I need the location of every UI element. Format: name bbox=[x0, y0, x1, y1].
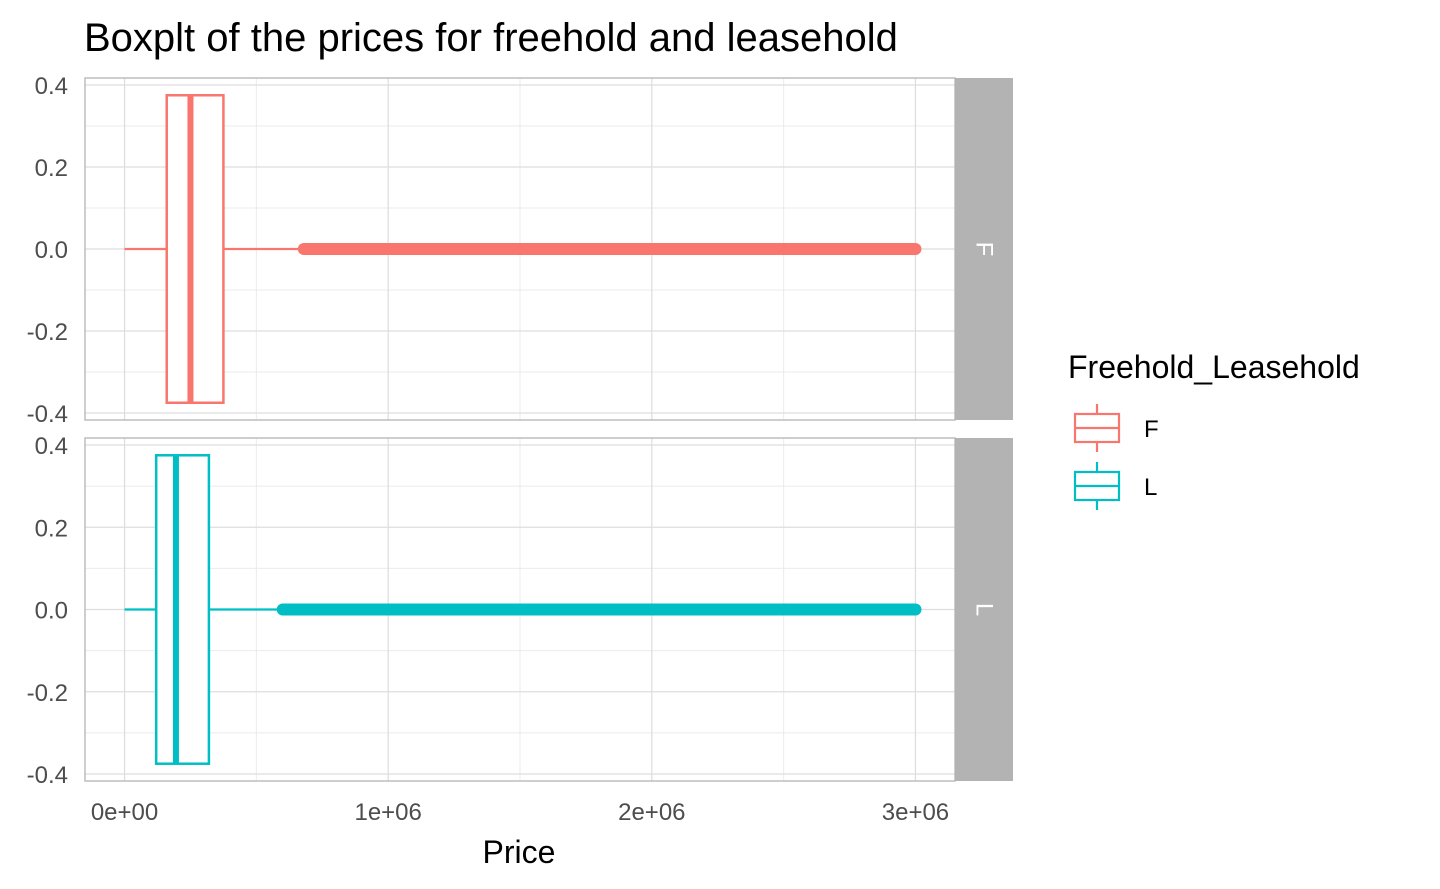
y-tick-label: 0.2 bbox=[35, 155, 68, 182]
box-L bbox=[154, 454, 211, 765]
facet-panel-F: 0.4 0.2 0.0 -0.2 -0.4 F bbox=[27, 73, 1013, 428]
x-tick-label: 2e+06 bbox=[618, 799, 685, 826]
x-tick-label: 3e+06 bbox=[882, 799, 949, 826]
y-tick-label: 0.4 bbox=[35, 73, 68, 100]
box-F bbox=[165, 94, 225, 404]
legend: Freehold_Leasehold F L bbox=[1068, 349, 1360, 510]
y-tick-label: 0.2 bbox=[35, 515, 68, 542]
legend-title: Freehold_Leasehold bbox=[1068, 349, 1360, 385]
x-tick-label: 1e+06 bbox=[354, 799, 421, 826]
x-tick-label: 0e+00 bbox=[91, 799, 158, 826]
y-tick-label: 0.0 bbox=[35, 598, 68, 625]
facet-strip-label: L bbox=[971, 603, 998, 616]
x-axis-title: Price bbox=[483, 834, 556, 870]
y-tick-label: 0.0 bbox=[35, 237, 68, 264]
facet-strip bbox=[955, 438, 1013, 781]
legend-key-L bbox=[1073, 462, 1121, 510]
facet-panels: 0.4 0.2 0.0 -0.2 -0.4 F 0.4 0.2 0.0 -0.2 -0.4 L bbox=[27, 73, 1013, 789]
facet-strip bbox=[955, 78, 1013, 420]
legend-key-F bbox=[1073, 404, 1121, 452]
facet-strip-label: F bbox=[971, 242, 998, 257]
y-tick-label: -0.2 bbox=[27, 680, 68, 707]
y-tick-label: -0.4 bbox=[27, 762, 68, 789]
legend-label-L: L bbox=[1144, 474, 1157, 501]
y-tick-label: -0.2 bbox=[27, 319, 68, 346]
y-tick-label: 0.4 bbox=[35, 433, 68, 460]
legend-label-F: F bbox=[1144, 416, 1159, 443]
facet-panel-L: 0.4 0.2 0.0 -0.2 -0.4 L bbox=[27, 433, 1013, 789]
y-tick-label: -0.4 bbox=[27, 401, 68, 428]
chart-title: Boxplt of the prices for freehold and le… bbox=[84, 16, 898, 60]
x-axis: 0e+00 1e+06 2e+06 3e+06 bbox=[91, 799, 949, 826]
